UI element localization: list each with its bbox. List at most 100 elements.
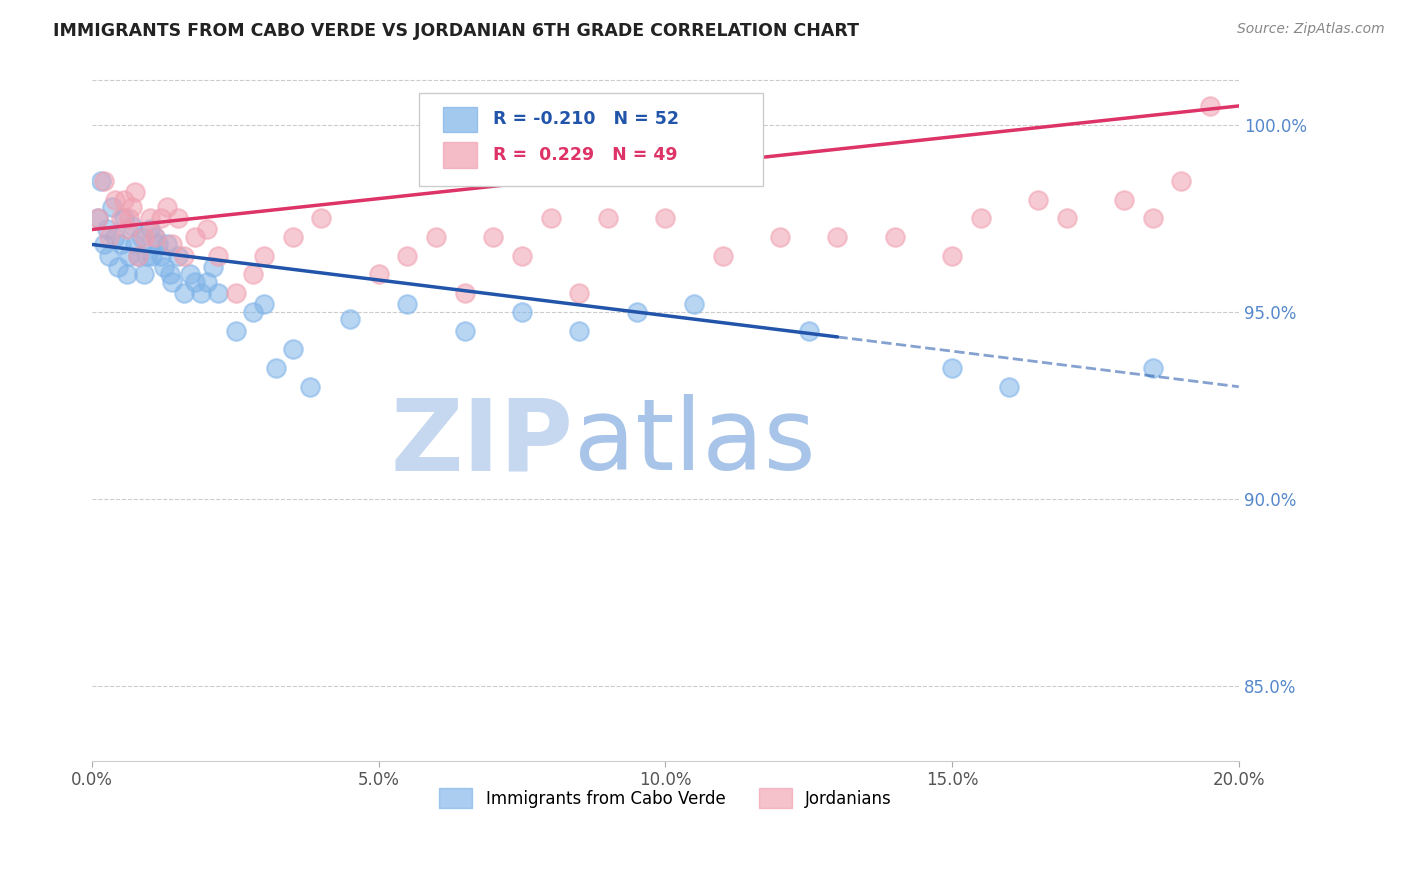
Point — [190, 286, 212, 301]
Point — [104, 230, 127, 244]
Point — [1142, 361, 1164, 376]
Text: Source: ZipAtlas.com: Source: ZipAtlas.com — [1237, 22, 1385, 37]
Point — [121, 200, 143, 214]
Point — [998, 380, 1021, 394]
Point — [93, 174, 115, 188]
Point — [1170, 174, 1192, 188]
FancyBboxPatch shape — [443, 143, 478, 168]
Point — [90, 174, 112, 188]
Text: IMMIGRANTS FROM CABO VERDE VS JORDANIAN 6TH GRADE CORRELATION CHART: IMMIGRANTS FROM CABO VERDE VS JORDANIAN … — [53, 22, 859, 40]
Point — [153, 260, 176, 274]
Point — [598, 211, 620, 226]
Point — [129, 230, 152, 244]
Point — [242, 305, 264, 319]
Point — [201, 260, 224, 274]
Point — [143, 230, 166, 244]
Point — [299, 380, 322, 394]
Point — [149, 249, 172, 263]
Point — [118, 249, 141, 263]
Point — [138, 222, 160, 236]
Point — [281, 343, 304, 357]
Text: ZIP: ZIP — [391, 394, 574, 491]
Point — [112, 193, 135, 207]
Point — [941, 361, 963, 376]
Point — [93, 237, 115, 252]
Point — [184, 275, 207, 289]
Point — [253, 249, 276, 263]
Point — [159, 268, 181, 282]
Point — [107, 260, 129, 274]
Point — [127, 249, 149, 263]
Point — [167, 249, 190, 263]
Point — [568, 286, 591, 301]
FancyBboxPatch shape — [443, 107, 478, 132]
Point — [167, 211, 190, 226]
Point — [224, 324, 246, 338]
Point — [138, 211, 160, 226]
Point — [711, 249, 734, 263]
Point — [98, 230, 121, 244]
Point — [162, 275, 184, 289]
Point — [797, 324, 820, 338]
Point — [482, 230, 505, 244]
Text: atlas: atlas — [574, 394, 815, 491]
Point — [179, 268, 201, 282]
Point — [207, 286, 229, 301]
Text: R = -0.210   N = 52: R = -0.210 N = 52 — [494, 111, 679, 128]
Point — [195, 222, 218, 236]
Point — [339, 312, 361, 326]
Point — [1114, 193, 1136, 207]
Point — [626, 305, 648, 319]
Point — [510, 249, 533, 263]
Point — [96, 222, 118, 236]
Point — [1026, 193, 1049, 207]
Point — [87, 211, 110, 226]
Point — [135, 249, 157, 263]
Point — [156, 237, 179, 252]
Point — [683, 297, 706, 311]
Point — [115, 268, 138, 282]
Point — [827, 230, 849, 244]
FancyBboxPatch shape — [419, 93, 763, 186]
Point — [146, 237, 169, 252]
Point — [173, 286, 195, 301]
Point — [883, 230, 905, 244]
Point — [367, 268, 389, 282]
Point — [124, 237, 146, 252]
Point — [510, 305, 533, 319]
Point — [110, 237, 132, 252]
Point — [132, 268, 155, 282]
Point — [110, 211, 132, 226]
Point — [311, 211, 333, 226]
Point — [242, 268, 264, 282]
Point — [425, 230, 447, 244]
Point — [540, 211, 562, 226]
Point — [115, 222, 138, 236]
Point — [118, 211, 141, 226]
Point — [124, 185, 146, 199]
Point — [87, 211, 110, 226]
Point — [156, 200, 179, 214]
Point — [253, 297, 276, 311]
Point — [98, 249, 121, 263]
Point — [173, 249, 195, 263]
Point — [162, 237, 184, 252]
Point — [1142, 211, 1164, 226]
Text: R =  0.229   N = 49: R = 0.229 N = 49 — [494, 146, 678, 164]
Point — [104, 193, 127, 207]
Point — [132, 230, 155, 244]
Point — [224, 286, 246, 301]
Point — [207, 249, 229, 263]
Point — [1199, 99, 1222, 113]
Point — [143, 230, 166, 244]
Point — [454, 324, 477, 338]
Point — [396, 249, 419, 263]
Point — [112, 211, 135, 226]
Point — [149, 211, 172, 226]
Point — [141, 249, 163, 263]
Point — [654, 211, 676, 226]
Point — [1056, 211, 1078, 226]
Point — [970, 211, 993, 226]
Point — [454, 286, 477, 301]
Point — [195, 275, 218, 289]
